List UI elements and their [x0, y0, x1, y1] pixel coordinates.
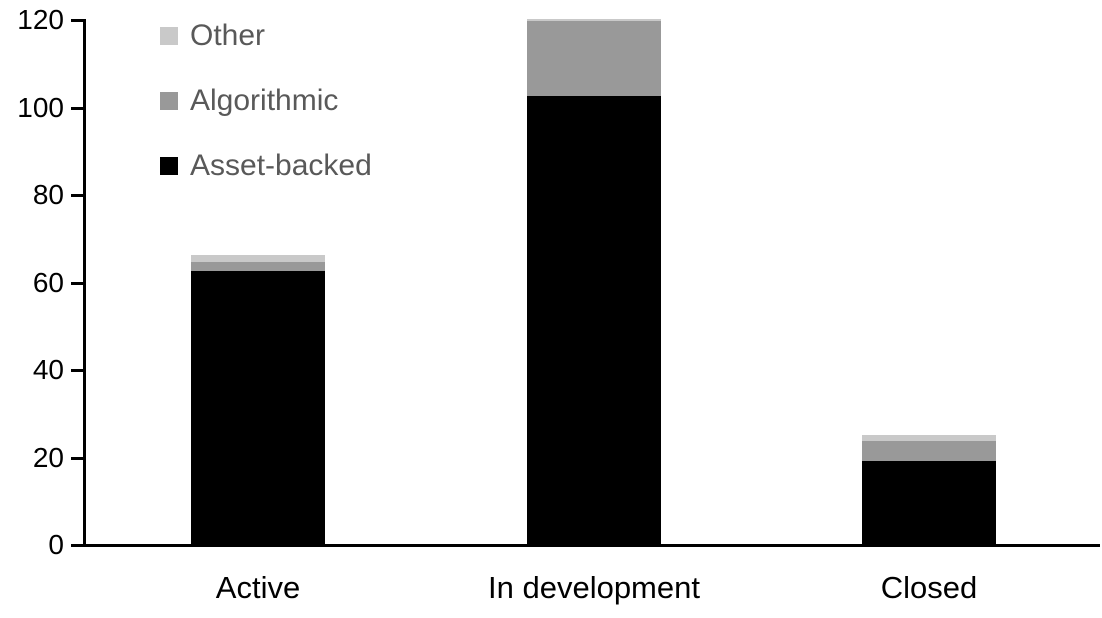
y-axis-tick	[71, 19, 86, 22]
y-axis-tick-label: 120	[17, 4, 64, 35]
y-axis-tick	[71, 369, 86, 372]
bar-segment-other-closed	[862, 434, 996, 442]
legend-label-algorithmic: Algorithmic	[190, 84, 339, 117]
y-axis-tick	[71, 107, 86, 110]
y-axis-tick	[71, 457, 86, 460]
y-axis-tick-label: 60	[32, 267, 64, 298]
legend-swatch-algorithmic-icon	[160, 92, 178, 110]
legend-swatch-asset-backed-icon	[160, 157, 178, 175]
x-axis-line	[83, 544, 1100, 547]
legend-swatch-other-icon	[160, 27, 178, 45]
bar-segment-algorithmic-active	[191, 261, 325, 271]
y-axis-tick	[71, 544, 86, 547]
bar-segment-asset-backed-active	[191, 270, 325, 544]
y-axis-tick-label: 0	[48, 529, 64, 560]
x-axis-category-label: Active	[215, 570, 301, 605]
legend-item-algorithmic: Algorithmic	[160, 84, 339, 117]
legend-item-asset-backed: Asset-backed	[160, 149, 372, 182]
legend-item-other: Other	[160, 19, 266, 52]
legend-label-other: Other	[190, 19, 266, 52]
x-axis-category-label: Closed	[880, 570, 978, 605]
bar-segment-other-active	[191, 255, 325, 262]
y-axis-tick	[71, 282, 86, 285]
bar-segment-algorithmic-in-development	[527, 21, 661, 96]
bar-segment-asset-backed-closed	[862, 460, 996, 544]
y-axis-tick-label: 80	[32, 179, 64, 210]
bar-segment-other-in-development	[527, 19, 661, 22]
bar-segment-asset-backed-in-development	[527, 95, 661, 544]
x-axis-category-label: In development	[488, 570, 700, 605]
y-axis-tick	[71, 194, 86, 197]
legend-label-asset-backed: Asset-backed	[190, 149, 372, 182]
y-axis-tick-label: 20	[32, 442, 64, 473]
y-axis-tick-label: 40	[32, 354, 64, 385]
y-axis-tick-label: 100	[17, 92, 64, 123]
bar-segment-algorithmic-closed	[862, 441, 996, 461]
